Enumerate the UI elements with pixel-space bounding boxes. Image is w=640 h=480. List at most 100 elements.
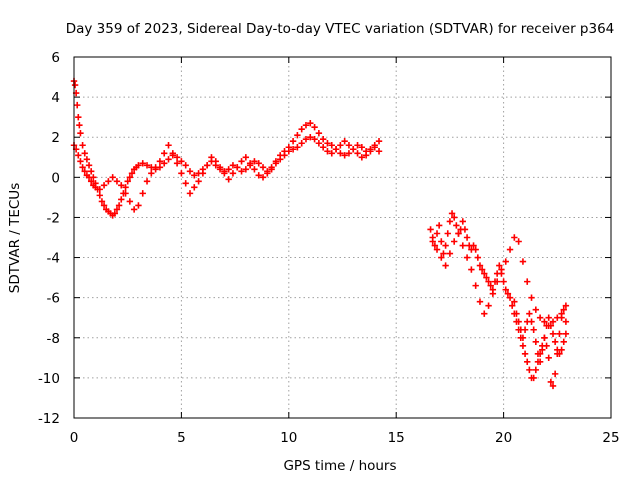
y-tick-label: 2: [51, 130, 60, 146]
data-point: [272, 160, 280, 167]
data-point: [463, 254, 471, 261]
data-point: [143, 162, 151, 169]
data-point: [455, 230, 462, 237]
data-point: [459, 218, 466, 225]
data-point: [534, 350, 542, 358]
data-point: [502, 286, 509, 293]
data-point: [476, 298, 484, 305]
data-point: [375, 138, 383, 145]
data-point: [264, 170, 271, 177]
data-point: [450, 214, 458, 221]
data-point: [156, 158, 164, 165]
data-point: [148, 170, 155, 177]
data-point: [246, 160, 254, 167]
data-point: [541, 318, 548, 325]
data-point: [350, 146, 357, 153]
data-point: [75, 152, 82, 159]
y-tick-label: -8: [47, 331, 60, 347]
data-point: [519, 342, 527, 349]
data-point: [556, 350, 563, 358]
data-point: [521, 350, 529, 358]
data-point: [521, 326, 529, 333]
data-point: [85, 174, 93, 181]
data-point: [281, 152, 288, 159]
series-segment-4: [429, 230, 570, 329]
data-point: [100, 202, 108, 209]
data-point: [152, 164, 159, 171]
data-point: [113, 178, 121, 185]
data-point: [459, 242, 466, 249]
y-tick-label: 6: [51, 50, 60, 66]
data-point: [118, 182, 125, 189]
data-point: [433, 246, 441, 253]
data-point: [85, 162, 93, 169]
data-point: [81, 168, 88, 175]
data-point: [532, 338, 540, 345]
data-point: [135, 162, 142, 169]
data-point: [302, 121, 310, 129]
data-point: [530, 326, 537, 333]
data-point: [298, 126, 305, 133]
data-point: [113, 206, 121, 213]
data-point: [549, 382, 557, 390]
data-point: [83, 156, 91, 163]
data-point: [493, 278, 501, 285]
data-point: [528, 294, 535, 301]
data-point: [302, 136, 310, 143]
data-point: [135, 202, 142, 209]
y-tick-label: -6: [47, 291, 60, 307]
data-point: [289, 138, 297, 145]
data-point: [169, 150, 177, 157]
data-point: [87, 178, 95, 185]
data-point: [98, 198, 106, 205]
data-point: [358, 154, 366, 161]
data-point: [461, 226, 469, 233]
data-point: [438, 254, 445, 261]
data-point: [126, 198, 134, 205]
x-axis-label: GPS time / hours: [283, 458, 396, 474]
data-point: [558, 346, 565, 354]
data-points: [70, 77, 570, 390]
data-point: [500, 278, 507, 285]
data-point: [504, 290, 512, 297]
data-point: [182, 180, 189, 187]
data-point: [178, 170, 185, 177]
data-point: [341, 152, 348, 159]
data-point: [551, 338, 559, 345]
data-point: [551, 370, 559, 378]
data-point: [221, 170, 228, 177]
data-point: [341, 138, 348, 145]
data-point: [173, 154, 181, 161]
data-point: [362, 152, 370, 159]
chart-title: Day 359 of 2023, Sidereal Day-to-day VTE…: [66, 21, 615, 37]
data-point: [545, 354, 552, 362]
data-point: [524, 278, 531, 285]
y-tick-label: 4: [51, 90, 60, 106]
data-point: [139, 190, 146, 197]
data-point: [446, 218, 454, 225]
data-point: [543, 342, 550, 349]
data-point: [311, 136, 318, 143]
data-point: [77, 130, 84, 137]
data-point: [474, 254, 482, 261]
data-point: [298, 140, 305, 147]
data-point: [532, 366, 540, 374]
data-point: [251, 166, 258, 173]
y-axis-label: SDTVAR / TECUs: [7, 183, 23, 293]
data-point: [76, 121, 83, 129]
data-point: [96, 192, 103, 199]
data-point: [186, 190, 194, 197]
data-point: [255, 160, 262, 167]
y-tick-label: 0: [51, 170, 60, 186]
data-point: [536, 358, 544, 366]
data-point: [307, 119, 314, 127]
y-tick-label: -10: [38, 371, 60, 387]
data-point: [225, 176, 232, 183]
data-point: [161, 160, 168, 167]
data-point: [122, 184, 129, 191]
data-point: [74, 101, 81, 109]
data-point: [242, 166, 250, 173]
data-point: [472, 282, 479, 289]
data-point: [71, 81, 79, 89]
